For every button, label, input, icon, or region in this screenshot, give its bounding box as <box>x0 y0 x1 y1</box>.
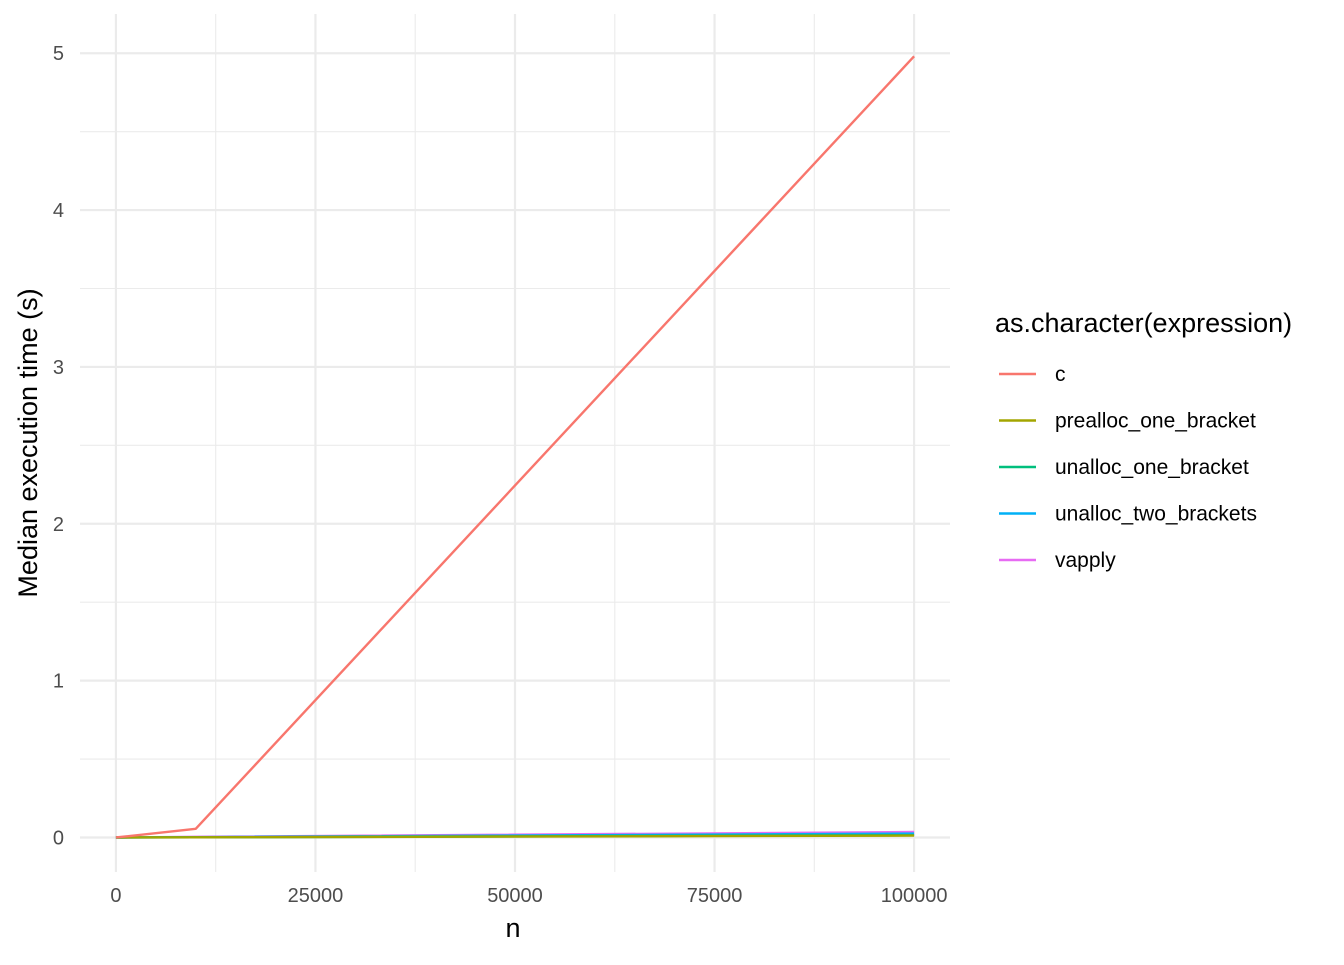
x-tick-label: 25000 <box>288 885 344 907</box>
legend-item: unalloc_one_bracket <box>999 456 1249 479</box>
legend-label: unalloc_one_bracket <box>1055 456 1249 479</box>
legend-item: unalloc_two_brackets <box>999 503 1257 526</box>
legend-item: prealloc_one_bracket <box>999 410 1256 433</box>
legend-label: c <box>1055 363 1066 386</box>
x-axis-title: n <box>505 913 520 943</box>
y-axis-title: Median execution time (s) <box>13 288 43 597</box>
x-tick-label: 0 <box>110 885 121 907</box>
series-line-c <box>115 55 915 839</box>
legend-label: unalloc_two_brackets <box>1055 503 1257 526</box>
y-tick-label: 1 <box>53 671 64 693</box>
x-tick-label: 50000 <box>487 885 543 907</box>
series-lines <box>115 55 915 839</box>
y-tick-label: 0 <box>53 827 64 849</box>
series-line-prealloc-one-bracket <box>115 834 915 839</box>
y-tick-label: 4 <box>53 200 64 222</box>
legend-items: c prealloc_one_bracket unalloc_one_bracket… <box>999 363 1257 572</box>
grid <box>80 14 950 872</box>
legend-item: c <box>999 363 1066 386</box>
tick-labels: 0 25000 50000 75000 100000 0 1 2 3 4 5 <box>53 43 948 907</box>
legend-item: vapply <box>999 549 1116 572</box>
x-tick-label: 75000 <box>687 885 743 907</box>
legend-title: as.character(expression) <box>995 308 1292 338</box>
legend-label: vapply <box>1055 549 1116 572</box>
y-tick-label: 2 <box>53 514 64 536</box>
legend: as.character(expression) c prealloc_one_b… <box>995 308 1292 572</box>
y-tick-label: 5 <box>53 43 64 65</box>
x-tick-label: 100000 <box>881 885 948 907</box>
legend-label: prealloc_one_bracket <box>1055 410 1256 433</box>
y-tick-label: 3 <box>53 357 64 379</box>
